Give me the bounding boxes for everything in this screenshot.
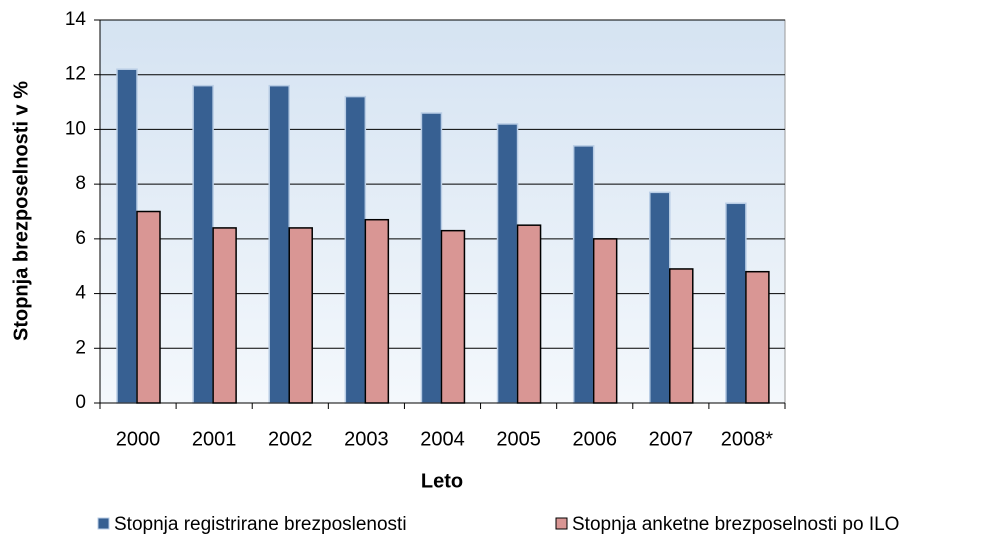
y-tick-label: 8	[75, 173, 86, 194]
bar	[288, 227, 313, 404]
y-tick-label: 4	[75, 283, 86, 304]
bar	[192, 84, 214, 404]
bar	[725, 202, 747, 404]
bar	[649, 191, 671, 404]
x-tick-label: 2004	[420, 428, 465, 450]
bar	[592, 238, 618, 404]
bar	[516, 224, 542, 404]
y-tick-label: 2	[75, 337, 86, 358]
y-tick-label: 14	[65, 9, 87, 30]
bar	[669, 268, 694, 404]
bar	[136, 210, 161, 404]
y-axis-label: Stopnja brezposelnosti v %	[10, 81, 32, 341]
y-tick-label: 0	[75, 392, 86, 413]
x-tick-label: 2007	[649, 428, 694, 450]
bar	[572, 145, 595, 404]
legend-label: Stopnja registrirane brezposlenosti	[114, 514, 407, 535]
bar	[440, 229, 466, 404]
x-tick-label: 2005	[496, 428, 541, 450]
x-tick-label: 2001	[192, 428, 237, 450]
legend-swatch	[555, 517, 568, 530]
bar	[364, 218, 390, 404]
bar	[496, 123, 519, 404]
y-tick-label: 10	[65, 118, 86, 139]
bar	[344, 95, 367, 404]
bar	[268, 84, 290, 404]
x-tick-label: 2000	[116, 428, 161, 450]
x-tick-label: 2006	[572, 428, 617, 450]
legend-label: Stopnja anketne brezposelnosti po ILO	[572, 514, 899, 535]
bar	[745, 270, 770, 404]
x-tick-label: 2002	[268, 428, 313, 450]
bar	[420, 112, 443, 404]
legend-swatch	[97, 517, 110, 530]
bar	[212, 227, 237, 404]
x-tick-label: 2008*	[721, 428, 773, 450]
bar	[116, 68, 138, 404]
x-axis-label: Leto	[421, 470, 463, 492]
x-tick-label: 2003	[344, 428, 389, 450]
y-tick-label: 12	[65, 64, 86, 85]
y-tick-label: 6	[75, 228, 86, 249]
